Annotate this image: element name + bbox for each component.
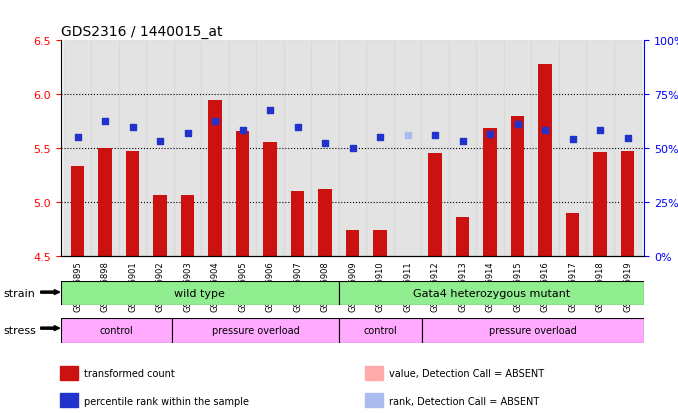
Point	[375, 135, 386, 141]
Point	[540, 127, 551, 134]
Bar	[60, 393, 78, 407]
Text: Gata4 heterozygous mutant: Gata4 heterozygous mutant	[413, 288, 570, 298]
Bar	[208, 100, 222, 256]
Bar	[236, 131, 250, 256]
Bar	[365, 393, 383, 407]
Bar	[483, 128, 497, 256]
Bar	[60, 366, 78, 380]
Bar	[614, 41, 641, 256]
Point	[457, 138, 468, 145]
Bar	[284, 41, 311, 256]
Bar	[477, 41, 504, 256]
Bar	[201, 41, 228, 256]
Bar	[180, 196, 195, 256]
Bar	[64, 41, 92, 256]
Bar	[421, 41, 449, 256]
Point	[347, 145, 358, 152]
Text: pressure overload: pressure overload	[212, 325, 299, 335]
Point	[237, 127, 248, 134]
Bar	[146, 41, 174, 256]
Point	[595, 127, 605, 134]
Point	[127, 124, 138, 131]
Bar	[373, 230, 387, 256]
Bar	[428, 154, 442, 256]
Bar	[365, 366, 383, 380]
Bar	[449, 41, 477, 256]
Bar	[586, 41, 614, 256]
Bar	[532, 41, 559, 256]
Bar	[565, 213, 580, 256]
Bar	[593, 153, 607, 256]
Point	[512, 122, 523, 128]
Bar	[511, 116, 525, 256]
Bar	[339, 41, 366, 256]
Bar	[538, 65, 552, 256]
Text: rank, Detection Call = ABSENT: rank, Detection Call = ABSENT	[389, 396, 540, 406]
FancyBboxPatch shape	[61, 281, 339, 306]
Bar	[504, 41, 532, 256]
Point	[319, 140, 330, 147]
FancyBboxPatch shape	[339, 281, 644, 306]
Point	[567, 137, 578, 143]
Bar	[256, 41, 284, 256]
Text: percentile rank within the sample: percentile rank within the sample	[84, 396, 249, 406]
Bar	[92, 41, 119, 256]
Text: pressure overload: pressure overload	[489, 325, 577, 335]
Point	[182, 131, 193, 137]
Bar	[228, 41, 256, 256]
Bar	[174, 41, 201, 256]
Bar	[559, 41, 586, 256]
Text: stress: stress	[3, 325, 36, 335]
Text: strain: strain	[3, 288, 35, 298]
Bar	[119, 41, 146, 256]
Bar	[318, 190, 332, 256]
Text: control: control	[363, 325, 397, 335]
Bar	[125, 152, 140, 256]
Text: transformed count: transformed count	[84, 368, 175, 378]
Text: GDS2316 / 1440015_at: GDS2316 / 1440015_at	[61, 25, 222, 39]
Point	[402, 133, 413, 139]
Point	[292, 124, 303, 131]
Point	[430, 133, 441, 139]
Point	[264, 108, 275, 114]
Point	[622, 136, 633, 142]
FancyBboxPatch shape	[61, 318, 172, 343]
Bar	[153, 196, 167, 256]
Point	[485, 131, 496, 138]
Point	[155, 138, 165, 145]
Bar	[394, 41, 421, 256]
Bar	[456, 217, 469, 256]
Bar	[71, 167, 84, 256]
Bar	[621, 152, 635, 256]
Bar	[366, 41, 394, 256]
Point	[72, 135, 83, 141]
Bar	[98, 149, 112, 256]
Bar	[291, 192, 304, 256]
FancyBboxPatch shape	[422, 318, 644, 343]
Text: wild type: wild type	[174, 288, 225, 298]
FancyBboxPatch shape	[339, 318, 422, 343]
Point	[210, 119, 220, 125]
Bar	[346, 230, 359, 256]
Point	[100, 119, 111, 125]
Text: control: control	[100, 325, 134, 335]
Bar	[311, 41, 339, 256]
Text: value, Detection Call = ABSENT: value, Detection Call = ABSENT	[389, 368, 544, 378]
Bar	[263, 142, 277, 256]
FancyBboxPatch shape	[172, 318, 339, 343]
